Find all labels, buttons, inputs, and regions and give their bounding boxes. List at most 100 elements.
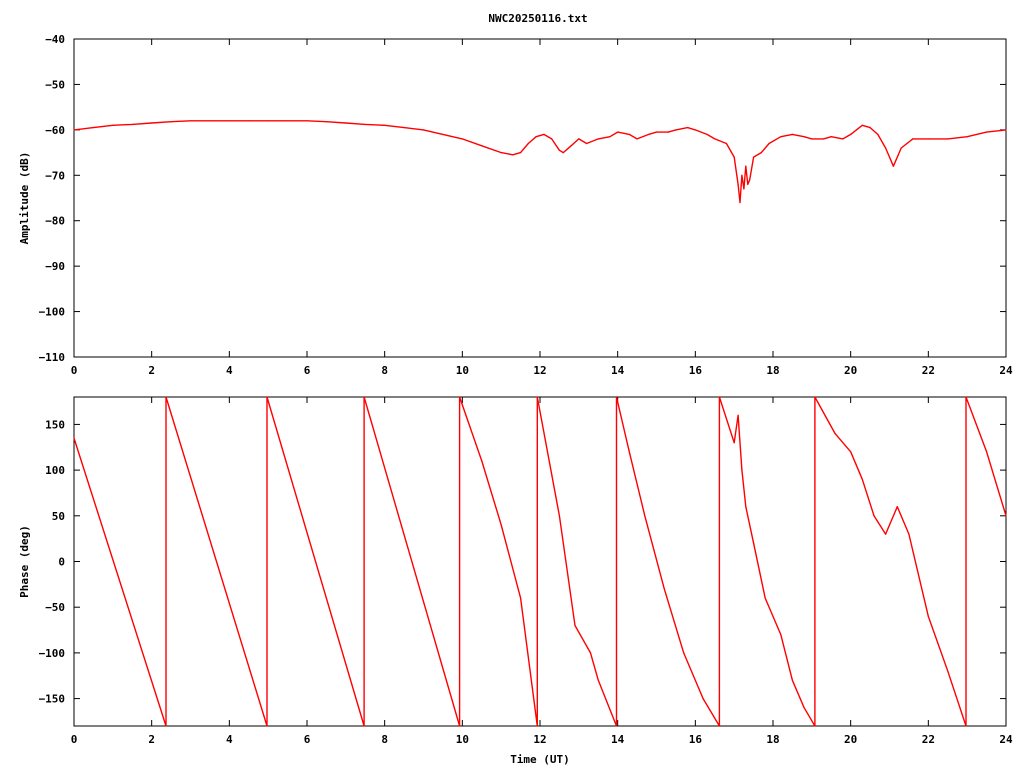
amp-data-point [706, 133, 708, 135]
phase-x-tick-label: 0 [71, 733, 78, 746]
phase-data-point [927, 615, 929, 617]
phase-data-point [615, 396, 618, 398]
amp-data-point [628, 133, 630, 135]
amp-series-line [73, 120, 1007, 204]
amp-data-point [667, 131, 669, 133]
amp-data-point [267, 120, 269, 122]
amp-data-point [900, 147, 902, 149]
amp-data-point [822, 138, 825, 140]
amp-data-point [753, 156, 755, 158]
amp-data-point [675, 129, 677, 131]
amp-data-point [306, 120, 308, 122]
amp-x-tick-label: 24 [999, 364, 1013, 377]
amp-data-point [131, 123, 133, 125]
amp-data-point [527, 142, 529, 145]
phase-data-point [481, 460, 483, 462]
amp-x-tick-label: 16 [689, 364, 703, 377]
phase-series-line [73, 396, 1007, 727]
phase-y-tick-label: 100 [45, 464, 65, 477]
phase-x-tick-label: 24 [999, 733, 1013, 746]
amp-data-point [760, 152, 762, 154]
phase-data-point [780, 634, 782, 636]
amp-data-point [345, 122, 347, 124]
phase-data-point [558, 515, 561, 517]
amp-y-tick-label: −80 [45, 215, 65, 228]
amp-data-point [551, 138, 553, 140]
amp-data-point [741, 174, 743, 176]
amp-data-point [768, 142, 770, 145]
phase-y-tick-label: −100 [39, 647, 66, 660]
amp-data-point [912, 138, 914, 140]
amp-data-point [749, 179, 751, 181]
phase-data-point [947, 670, 949, 672]
phase-x-tick-label: 6 [304, 733, 311, 746]
phase-data-point [266, 396, 268, 398]
phase-data-point [1005, 515, 1007, 517]
amp-x-tick-label: 22 [922, 364, 935, 377]
phase-data-point [165, 396, 167, 398]
phase-data-point [753, 542, 755, 544]
phase-y-axis-label: Phase (deg) [18, 525, 31, 598]
amp-data-point [287, 120, 289, 122]
phase-x-tick-label: 12 [533, 733, 546, 746]
amp-x-tick-label: 12 [533, 364, 546, 377]
amp-x-tick-label: 10 [456, 364, 469, 377]
amp-data-point [733, 156, 735, 158]
amp-x-tick-label: 18 [766, 364, 779, 377]
amp-data-point [248, 120, 250, 122]
amp-data-point [512, 154, 514, 156]
amp-data-point [73, 129, 75, 131]
amp-data-point [861, 124, 863, 126]
phase-data-point [733, 442, 735, 444]
amp-x-tick-label: 0 [71, 364, 78, 377]
chart-title: NWC20250116.txt [488, 12, 587, 25]
amp-data-point [780, 136, 782, 138]
phase-x-tick-label: 10 [456, 733, 469, 746]
amp-data-point [500, 152, 502, 154]
amp-data-point [830, 136, 832, 138]
phase-data-point [764, 597, 766, 599]
amp-y-tick-label: −70 [45, 169, 65, 182]
amp-data-point [725, 142, 728, 145]
amp-x-tick-label: 14 [611, 364, 625, 377]
amp-data-point [737, 183, 739, 185]
amp-data-point [384, 124, 386, 126]
phase-data-point [885, 533, 887, 535]
phase-data-point [850, 451, 852, 453]
amp-data-point [586, 142, 588, 145]
amp-data-point [570, 145, 572, 147]
amp-data-point [151, 122, 153, 124]
amp-data-point [743, 188, 745, 190]
phase-data-point [459, 725, 461, 727]
amp-data-point [966, 136, 968, 138]
amp-data-point [422, 129, 425, 131]
phase-data-point [965, 725, 967, 727]
phase-data-point [589, 652, 592, 654]
amp-x-tick-label: 2 [148, 364, 155, 377]
phase-data-point [266, 725, 268, 727]
amp-data-point [791, 133, 794, 135]
amp-data-point [747, 183, 749, 185]
amp-data-point [403, 127, 405, 129]
amp-data-point [648, 133, 650, 135]
amp-data-point [947, 138, 949, 140]
amp-data-point [209, 120, 211, 122]
phase-data-point [683, 652, 685, 654]
phase-x-axis-label: Time (UT) [510, 753, 570, 766]
amp-data-point [885, 147, 887, 149]
phase-data-point [615, 725, 618, 727]
amp-x-tick-label: 8 [381, 364, 388, 377]
phase-data-point [702, 698, 704, 700]
phase-data-point [644, 515, 646, 517]
amp-data-point [850, 133, 852, 135]
amp-y-axis-label: Amplitude (dB) [18, 152, 31, 245]
amp-data-point [739, 201, 741, 204]
phase-data-point [363, 396, 365, 398]
phase-data-point [574, 624, 576, 627]
phase-data-point [814, 396, 816, 398]
amp-data-point [1005, 129, 1007, 131]
phase-data-point [873, 515, 875, 517]
amp-data-point [687, 127, 689, 129]
amp-data-point [714, 138, 716, 140]
amp-x-tick-label: 6 [304, 364, 311, 377]
